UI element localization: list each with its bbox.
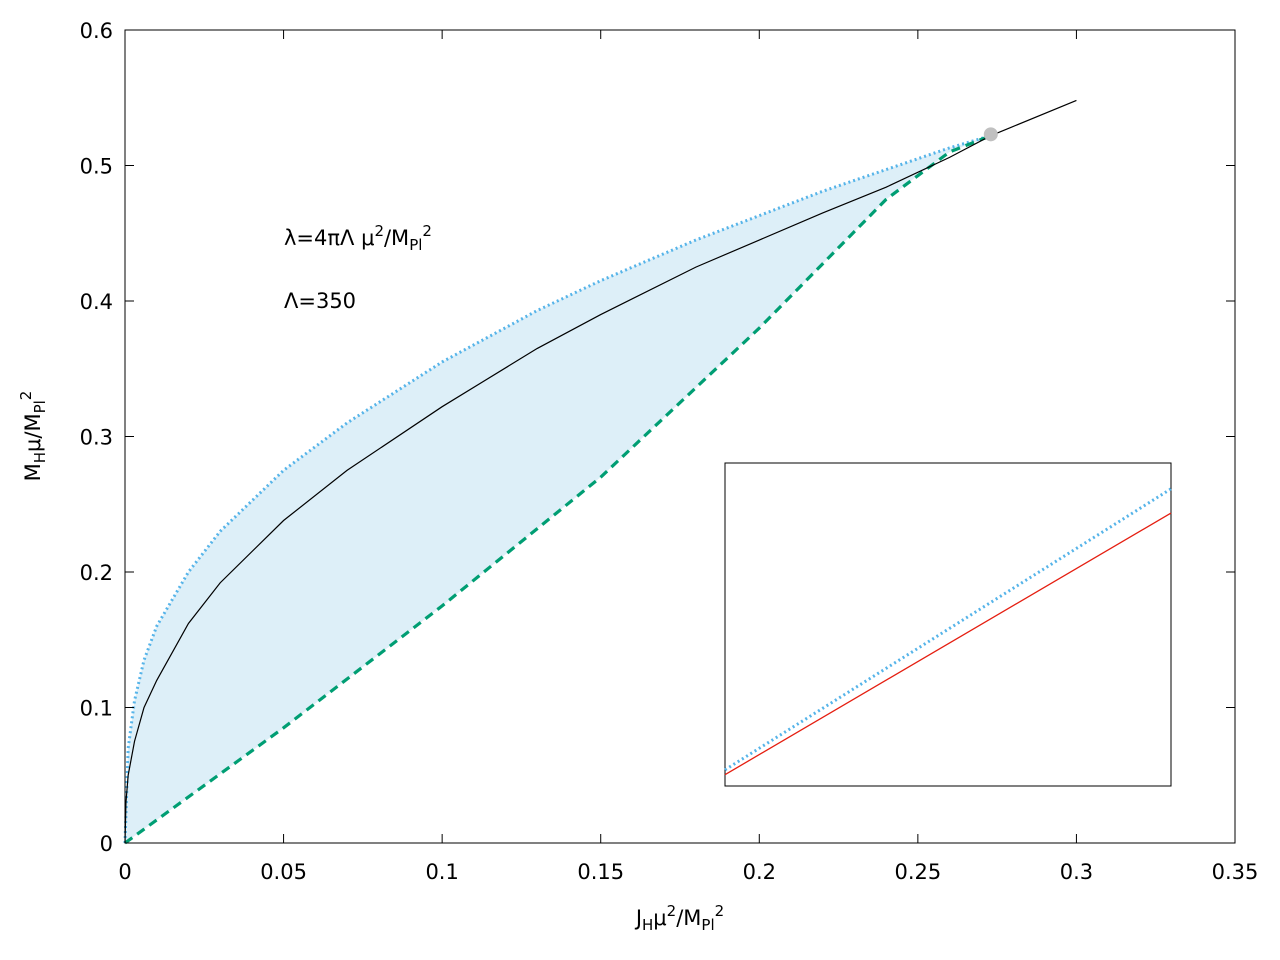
x-tick-label: 0.3 — [1060, 860, 1093, 884]
x-tick-label: 0.05 — [260, 860, 307, 884]
inset-panel — [724, 462, 1172, 787]
inset-solid-line — [724, 512, 1172, 776]
x-tick-label: 0.15 — [577, 860, 624, 884]
series-solid-line — [124, 99, 1077, 844]
y-tick-label: 0.1 — [80, 697, 113, 721]
x-tick-label: 0.1 — [425, 860, 458, 884]
annotation-lambda-value: Λ=350 — [284, 289, 356, 313]
x-tick-label: 0.35 — [1212, 860, 1259, 884]
x-tick-label: 0 — [118, 860, 131, 884]
y-tick-label: 0.4 — [80, 290, 113, 314]
shaded-region-layer — [125, 135, 991, 843]
y-tick-label: 0.3 — [80, 426, 113, 450]
series-dashed-line — [124, 134, 992, 845]
x-tick-label: 0.2 — [743, 860, 776, 884]
y-tick-label: 0 — [100, 832, 113, 856]
y-tick-label: 0.6 — [80, 19, 113, 43]
annotation-lambda-definition: λ=4πΛ μ2/MPl2 — [284, 222, 432, 254]
y-axis: 0 0.1 0.2 0.3 0.4 0.5 0.6 — [80, 19, 1235, 856]
x-tick-label: 0.25 — [894, 860, 941, 884]
y-tick-label: 0.2 — [80, 561, 113, 585]
shaded-region — [125, 135, 991, 843]
x-axis-label: JHμ2/MPl2 — [634, 902, 724, 934]
endpoint-marker — [983, 127, 998, 142]
y-tick-label: 0.5 — [80, 155, 113, 179]
x-axis: 0 0.05 0.1 0.15 0.2 0.25 0.3 0.35 — [118, 30, 1258, 884]
inset-frame — [724, 462, 1172, 787]
series-layer — [123, 99, 1077, 845]
y-axis-label: MHμ/MPl2 — [17, 391, 49, 482]
